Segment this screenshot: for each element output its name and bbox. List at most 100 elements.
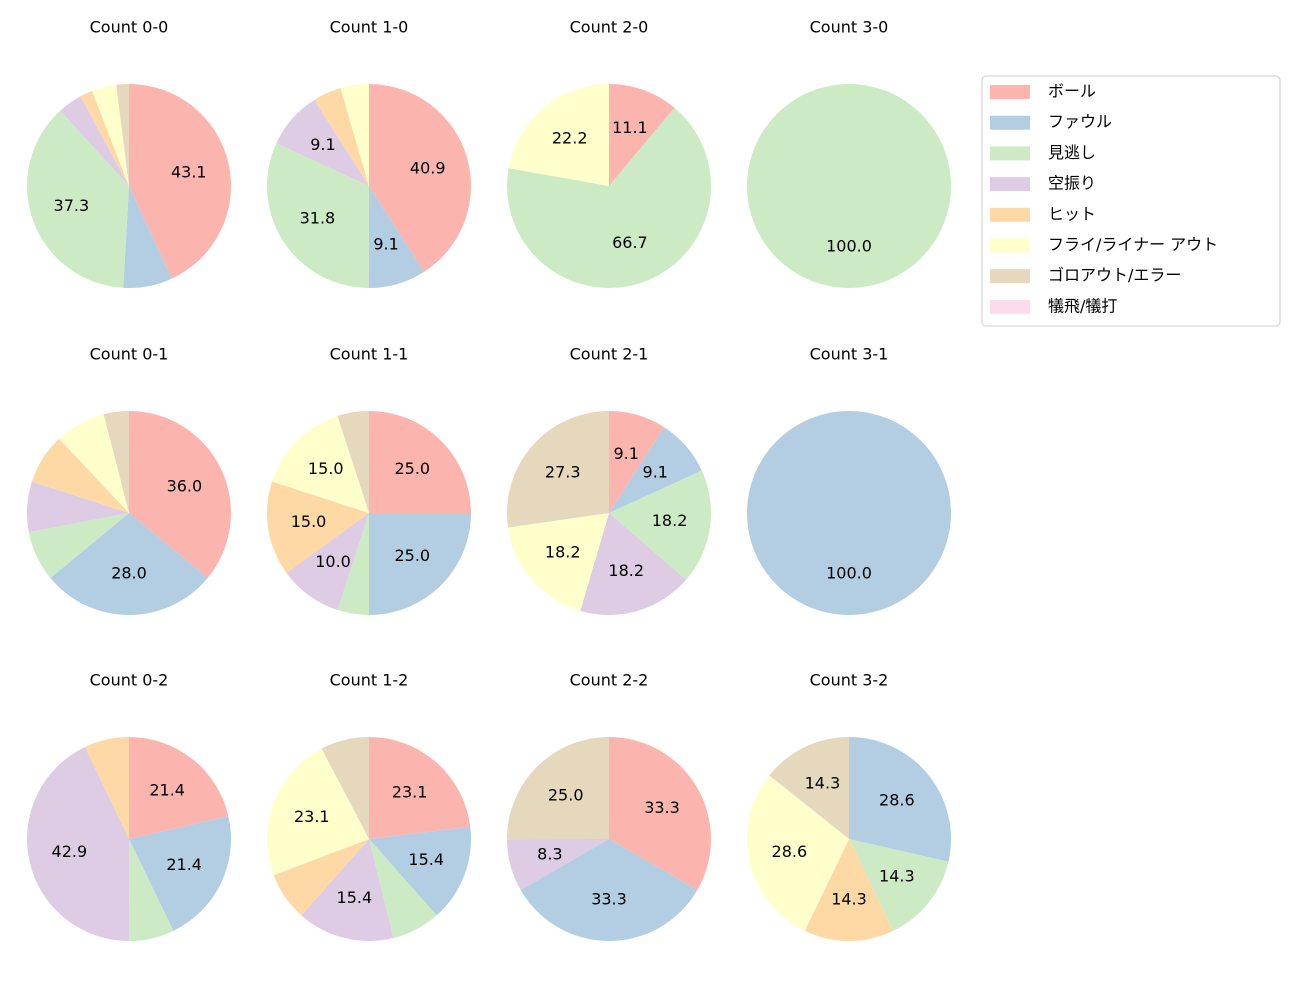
pie-slice xyxy=(506,737,609,840)
data-label: 15.4 xyxy=(408,850,444,869)
data-label: 100.0 xyxy=(826,564,872,583)
chart-title: Count 0-1 xyxy=(90,345,169,364)
pie-slice xyxy=(609,470,712,580)
data-label: 18.2 xyxy=(652,511,688,530)
pie-slice xyxy=(27,110,129,288)
pie-slice xyxy=(26,481,129,533)
pie-slice xyxy=(609,411,665,513)
data-label: 31.8 xyxy=(300,208,336,227)
pie-slice xyxy=(804,839,894,941)
data-label: 14.3 xyxy=(879,867,915,886)
data-label: 15.4 xyxy=(337,888,373,907)
data-label: 22.2 xyxy=(552,129,588,148)
pie-slice xyxy=(301,839,394,941)
pie-slice xyxy=(80,90,129,186)
data-label: 14.3 xyxy=(831,890,867,909)
chart-title: Count 0-0 xyxy=(90,18,169,37)
chart-title: Count 0-2 xyxy=(90,671,169,690)
pie-slice xyxy=(369,826,472,916)
pie-slice xyxy=(609,737,711,890)
legend-box xyxy=(981,75,1281,327)
pie-slice xyxy=(747,411,951,615)
pie-slice xyxy=(609,427,702,513)
pie-slice xyxy=(746,775,849,931)
pie-slice xyxy=(129,737,229,839)
pie-slice xyxy=(129,816,232,931)
pie-slice xyxy=(580,513,687,616)
chart-title: Count 1-2 xyxy=(330,671,409,690)
pie-slice xyxy=(123,186,172,288)
data-label: 27.3 xyxy=(545,462,581,481)
legend-label: フライ/ライナー アウト xyxy=(1048,235,1218,254)
pie-slice xyxy=(340,84,369,186)
data-label: 28.6 xyxy=(879,790,915,809)
data-label: 43.1 xyxy=(171,162,207,181)
pie-slice xyxy=(129,839,174,941)
pie-slice xyxy=(508,513,609,611)
data-label: 36.0 xyxy=(167,476,203,495)
legend-swatch xyxy=(990,207,1030,222)
chart-title: Count 3-1 xyxy=(810,345,889,364)
pie-slice xyxy=(769,737,849,839)
pie-slice xyxy=(369,737,471,839)
pie-slice xyxy=(369,84,471,272)
pie-slice xyxy=(129,411,232,579)
data-label: 33.3 xyxy=(644,798,680,817)
data-label: 33.3 xyxy=(591,890,627,909)
chart-title: Count 1-1 xyxy=(330,345,409,364)
chart-title: Count 3-2 xyxy=(810,671,889,690)
legend-swatch xyxy=(990,85,1030,99)
pie-slice xyxy=(369,839,437,939)
pie-slice xyxy=(267,143,369,288)
data-label: 25.0 xyxy=(394,459,430,478)
pie-slice xyxy=(26,747,130,941)
data-label: 18.2 xyxy=(608,561,644,580)
data-label: 23.1 xyxy=(294,807,330,826)
pie-slice xyxy=(506,411,609,528)
pie-slice xyxy=(129,84,232,279)
data-label: 15.0 xyxy=(308,459,344,478)
legend-label: 見逃し xyxy=(1048,143,1096,162)
legend-label: 空振り xyxy=(1048,174,1096,193)
data-label: 15.0 xyxy=(291,512,327,531)
pie-slice xyxy=(84,737,129,839)
legend-label: ファウル xyxy=(1048,112,1112,131)
pie-slice xyxy=(92,84,129,186)
data-label: 8.3 xyxy=(537,844,562,863)
data-label: 28.0 xyxy=(111,564,147,583)
data-label: 18.2 xyxy=(545,543,581,562)
data-label: 100.0 xyxy=(826,237,872,256)
legend-swatch xyxy=(990,177,1030,192)
data-label: 10.0 xyxy=(315,552,351,571)
pie-slice xyxy=(273,839,369,916)
chart-title: Count 2-1 xyxy=(570,345,649,364)
pie-slice xyxy=(337,513,369,615)
legend-swatch xyxy=(990,299,1030,314)
data-label: 23.1 xyxy=(392,783,428,802)
pie-slice xyxy=(337,411,369,513)
pie-slice xyxy=(506,107,712,288)
pie-slice xyxy=(368,186,424,288)
pie-slice xyxy=(271,415,369,513)
pie-slice xyxy=(276,99,369,186)
data-label: 66.7 xyxy=(612,233,648,252)
data-label: 25.0 xyxy=(548,785,584,804)
data-label: 28.6 xyxy=(772,842,808,861)
pie-slice xyxy=(267,748,369,876)
pie-slice xyxy=(59,414,130,513)
legend-swatch xyxy=(990,146,1030,161)
data-label: 40.9 xyxy=(410,158,446,177)
legend-swatch xyxy=(990,238,1030,253)
pie-slice xyxy=(508,84,609,186)
data-label: 25.0 xyxy=(394,546,430,565)
data-label: 9.1 xyxy=(310,135,335,154)
pie-slice xyxy=(849,839,949,931)
pie-slice xyxy=(369,411,471,513)
pie-slice xyxy=(369,513,471,615)
pie-slice xyxy=(28,513,129,579)
chart-title: Count 3-0 xyxy=(810,18,889,37)
pie-slice xyxy=(507,839,609,890)
data-label: 42.9 xyxy=(52,842,88,861)
chart-title: Count 2-2 xyxy=(570,671,649,690)
chart-title: Count 1-0 xyxy=(330,18,409,37)
